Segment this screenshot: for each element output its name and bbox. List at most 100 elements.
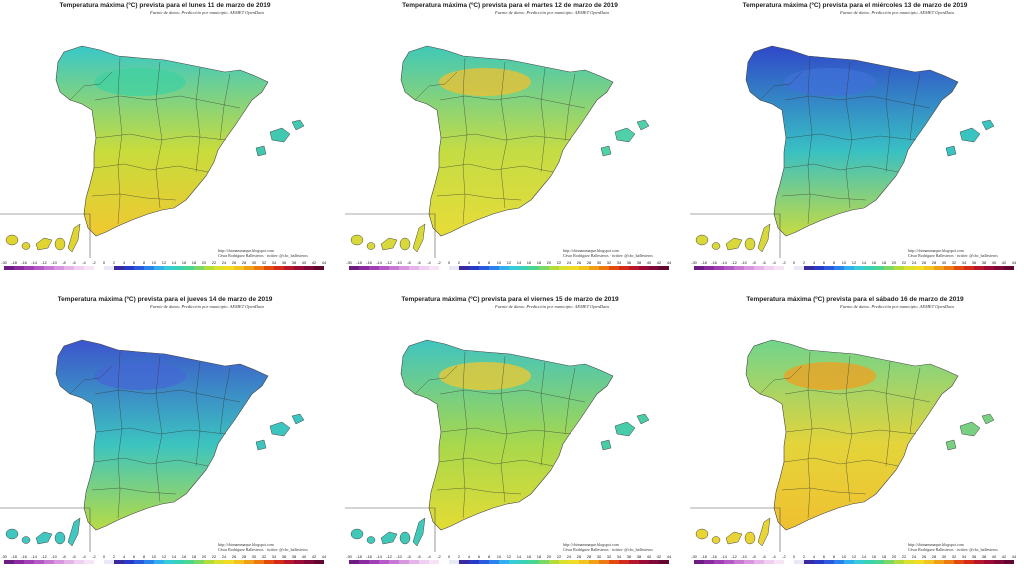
scale-color-swatch xyxy=(589,266,599,270)
scale-tick-label: 10 xyxy=(496,260,502,265)
scale-color-swatch xyxy=(754,266,764,270)
scale-tick-label: 34 xyxy=(961,260,967,265)
scale-color-swatch xyxy=(774,560,784,564)
scale-tick-label: 0 xyxy=(102,260,106,265)
map-title: Temperatura máxima (ºC) prevista para el… xyxy=(746,296,964,303)
forecast-map-panel-3: Temperatura máxima (ºC) prevista para el… xyxy=(690,0,1024,280)
scale-tick-label: -6 xyxy=(762,260,766,265)
color-scale-labels: -30 -18 -16 -14 -12 -10 -8 -6 -4 -2 0 2 4 6 8 10 12 14 16 1… xyxy=(691,554,1016,560)
scale-color-swatch xyxy=(834,266,844,270)
spain-temperature-map xyxy=(345,339,650,552)
scale-color-swatch xyxy=(954,266,964,270)
scale-tick-label: 40 xyxy=(991,554,997,559)
scale-color-swatch xyxy=(489,560,499,564)
scale-color-swatch xyxy=(884,560,894,564)
canary-inset-frame xyxy=(345,507,436,552)
scale-tick-label: -18 xyxy=(11,260,17,265)
scale-color-swatch xyxy=(904,266,914,270)
scale-color-swatch xyxy=(529,266,539,270)
scale-tick-label: 34 xyxy=(961,554,967,559)
scale-tick-label: 38 xyxy=(981,260,987,265)
scale-color-swatch xyxy=(314,266,324,270)
scale-tick-label: 10 xyxy=(496,554,502,559)
scale-tick-label: -10 xyxy=(51,554,57,559)
scale-color-swatch xyxy=(234,266,244,270)
iberian-peninsula xyxy=(745,45,959,237)
scale-tick-label: 36 xyxy=(971,554,977,559)
scale-tick-label: 40 xyxy=(646,260,652,265)
scale-tick-label: 8 xyxy=(832,260,836,265)
scale-color-swatch xyxy=(704,266,714,270)
scale-color-swatch xyxy=(599,266,609,270)
scale-color-swatch xyxy=(154,266,164,270)
scale-color-swatch xyxy=(419,560,429,564)
scale-color-swatch xyxy=(944,266,954,270)
spain-temperature-map xyxy=(0,45,305,258)
scale-color-swatch xyxy=(194,560,204,564)
scale-color-swatch xyxy=(214,560,224,564)
scale-tick-label: 18 xyxy=(536,260,542,265)
map-title: Temperatura máxima (ºC) prevista para el… xyxy=(401,296,619,303)
scale-tick-label: -8 xyxy=(407,554,411,559)
iberian-peninsula xyxy=(400,339,614,531)
scale-color-swatch xyxy=(609,266,619,270)
canary-islands xyxy=(350,223,426,253)
scale-tick-label: 38 xyxy=(291,554,297,559)
data-source-note: Fuente de datos: Predicción por municipi… xyxy=(495,304,609,309)
temperature-anomaly-area xyxy=(439,362,531,390)
scale-color-swatch xyxy=(649,266,659,270)
scale-color-swatch xyxy=(934,266,944,270)
province-borders xyxy=(414,351,586,519)
scale-color-swatch xyxy=(994,560,1004,564)
scale-tick-label: -6 xyxy=(417,554,421,559)
scale-tick-label: 8 xyxy=(487,554,491,559)
scale-tick-label: -12 xyxy=(731,554,737,559)
scale-tick-label: 24 xyxy=(221,554,227,559)
scale-color-swatch xyxy=(694,266,704,270)
canary-inset-frame xyxy=(0,507,91,552)
scale-tick-label: -10 xyxy=(396,260,402,265)
scale-tick-label: 14 xyxy=(516,554,522,559)
scale-color-swatch xyxy=(499,266,509,270)
scale-tick-label: 42 xyxy=(656,554,662,559)
scale-color-swatch xyxy=(659,560,669,564)
scale-tick-label: 30 xyxy=(941,260,947,265)
scale-color-swatch xyxy=(369,560,379,564)
scale-tick-label: 42 xyxy=(1001,260,1007,265)
scale-tick-label: -12 xyxy=(731,260,737,265)
scale-color-swatch xyxy=(244,266,254,270)
canary-islands xyxy=(695,517,771,547)
scale-color-swatch xyxy=(894,266,904,270)
scale-color-swatch xyxy=(479,266,489,270)
scale-color-swatch xyxy=(509,266,519,270)
scale-color-swatch xyxy=(1004,266,1014,270)
scale-color-swatch xyxy=(114,266,124,270)
scale-tick-label: 12 xyxy=(506,260,512,265)
author-credit: César Rodríguez Ballesteros · twitter: @… xyxy=(908,547,998,552)
scale-tick-label: 18 xyxy=(536,554,542,559)
scale-color-swatch xyxy=(814,560,824,564)
scale-tick-label: 0 xyxy=(447,554,451,559)
scale-tick-label: 40 xyxy=(301,554,307,559)
province-borders xyxy=(414,57,586,225)
scale-color-swatch xyxy=(499,560,509,564)
scale-tick-label: 28 xyxy=(931,260,937,265)
scale-tick-label: 14 xyxy=(171,260,177,265)
scale-tick-label: 0 xyxy=(102,554,106,559)
scale-tick-label: 22 xyxy=(556,554,562,559)
scale-tick-label: 44 xyxy=(666,260,672,265)
scale-color-swatch xyxy=(824,266,834,270)
scale-color-swatch xyxy=(579,266,589,270)
scale-tick-label: 10 xyxy=(841,554,847,559)
color-scale-labels: -30 -18 -16 -14 -12 -10 -8 -6 -4 -2 0 2 4 6 8 10 12 14 16 1… xyxy=(1,260,326,266)
data-source-note: Fuente de datos: Predicción por municipi… xyxy=(150,304,264,309)
scale-color-swatch xyxy=(529,560,539,564)
scale-tick-label: 20 xyxy=(201,260,207,265)
scale-tick-label: -6 xyxy=(72,554,76,559)
scale-color-swatch xyxy=(349,266,359,270)
scale-tick-label: 4 xyxy=(467,554,471,559)
scale-color-swatch xyxy=(34,266,44,270)
scale-color-swatch xyxy=(714,560,724,564)
scale-color-swatch xyxy=(429,560,439,564)
province-borders xyxy=(759,57,931,225)
